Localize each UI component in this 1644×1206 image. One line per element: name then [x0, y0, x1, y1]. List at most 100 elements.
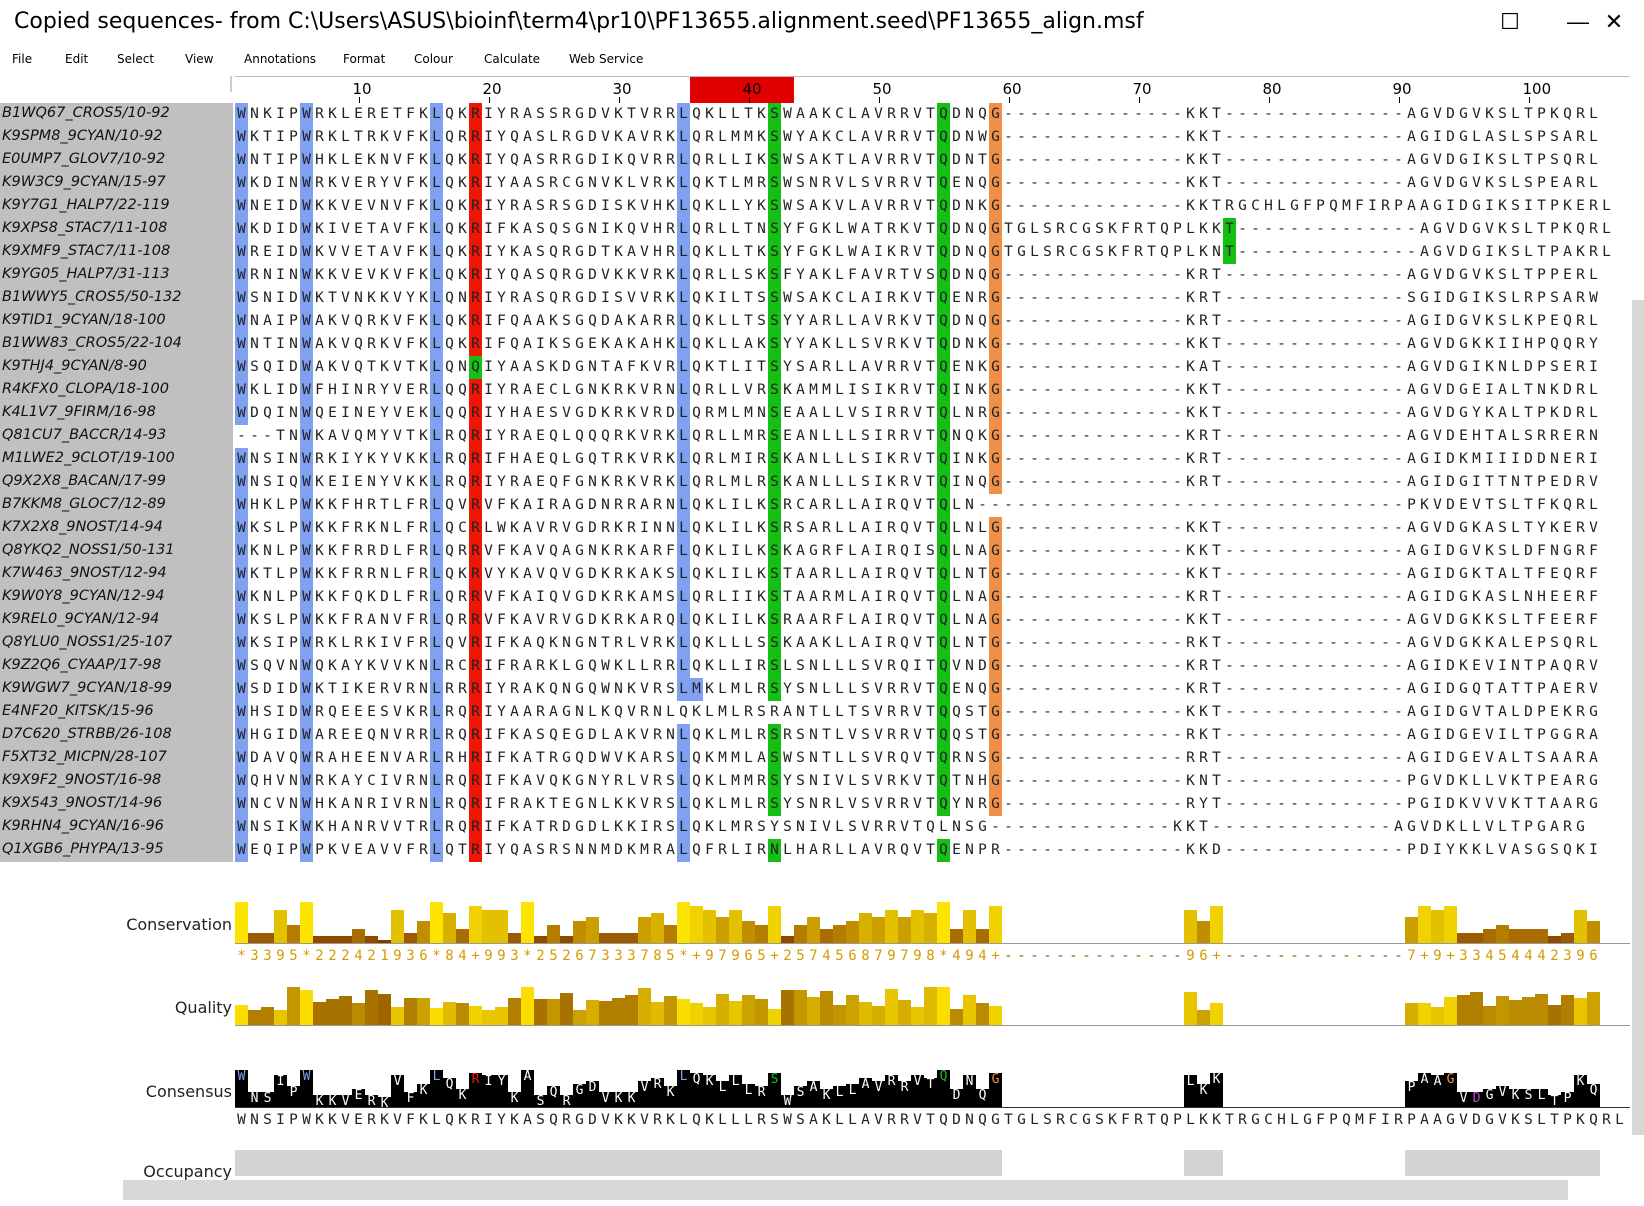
residue[interactable]: R	[1576, 290, 1585, 306]
residue[interactable]: -	[1394, 451, 1403, 467]
residue[interactable]: Q	[445, 267, 454, 283]
residue[interactable]: Y	[380, 405, 389, 421]
residue[interactable]: -	[1329, 336, 1338, 352]
residue[interactable]: L	[822, 704, 831, 720]
residue[interactable]: -	[1043, 819, 1052, 835]
residue[interactable]: V	[874, 681, 883, 697]
residue[interactable]: S	[757, 704, 766, 720]
residue[interactable]: A	[978, 543, 987, 559]
residue[interactable]: -	[1095, 612, 1104, 628]
residue[interactable]: -	[1056, 106, 1065, 122]
residue[interactable]: Q	[588, 658, 597, 674]
residue[interactable]: D	[263, 175, 272, 191]
residue[interactable]: V	[393, 727, 402, 743]
residue[interactable]: R	[510, 428, 519, 444]
residue[interactable]: A	[640, 589, 649, 605]
residue[interactable]: W	[235, 494, 248, 517]
residue[interactable]: V	[640, 221, 649, 237]
residue[interactable]: A	[510, 175, 519, 191]
residue[interactable]: R	[469, 563, 482, 586]
residue[interactable]: V	[276, 658, 285, 674]
residue[interactable]: W	[300, 149, 313, 172]
residue[interactable]: D	[952, 152, 961, 168]
residue[interactable]: K	[1472, 589, 1481, 605]
residue[interactable]: G	[575, 681, 584, 697]
residue[interactable]: L	[1602, 221, 1611, 237]
residue[interactable]: K	[614, 819, 623, 835]
residue[interactable]: W	[235, 632, 248, 655]
residue[interactable]: -	[1329, 819, 1338, 835]
residue[interactable]: N	[666, 382, 675, 398]
residue[interactable]: -	[1290, 313, 1299, 329]
residue[interactable]: -	[1264, 152, 1273, 168]
residue[interactable]: P	[1537, 152, 1546, 168]
residue[interactable]: K	[822, 106, 831, 122]
residue[interactable]: L	[677, 540, 690, 563]
residue[interactable]: I	[484, 727, 493, 743]
residue[interactable]: K	[315, 589, 324, 605]
residue[interactable]: -	[1147, 198, 1156, 214]
residue[interactable]: S	[1537, 750, 1546, 766]
residue[interactable]: K	[822, 267, 831, 283]
residue[interactable]: I	[913, 543, 922, 559]
residue[interactable]: R	[900, 405, 909, 421]
residue[interactable]: -	[1264, 474, 1273, 490]
residue[interactable]: V	[601, 129, 610, 145]
residue[interactable]: S	[768, 126, 781, 149]
residue[interactable]: A	[1407, 175, 1416, 191]
residue[interactable]: K	[1576, 244, 1585, 260]
residue[interactable]: T	[926, 336, 935, 352]
residue[interactable]: -	[1160, 796, 1169, 812]
residue[interactable]: P	[289, 612, 298, 628]
residue[interactable]: K	[640, 359, 649, 375]
residue[interactable]: A	[1407, 704, 1416, 720]
residue[interactable]: -	[1147, 635, 1156, 651]
residue[interactable]: -	[1160, 842, 1169, 858]
residue[interactable]: N	[380, 566, 389, 582]
residue[interactable]: R	[562, 244, 571, 260]
residue[interactable]: N	[419, 773, 428, 789]
residue[interactable]: G	[1459, 267, 1468, 283]
residue[interactable]: K	[614, 152, 623, 168]
residue[interactable]: -	[1329, 129, 1338, 145]
residue[interactable]: -	[1368, 267, 1377, 283]
residue[interactable]: -	[1251, 175, 1260, 191]
residue[interactable]: -	[1238, 152, 1247, 168]
residue[interactable]: K	[601, 612, 610, 628]
residue[interactable]: A	[861, 635, 870, 651]
residue[interactable]: V	[1433, 152, 1442, 168]
residue[interactable]: G	[575, 152, 584, 168]
residue[interactable]: N	[289, 336, 298, 352]
residue[interactable]: -	[1056, 819, 1065, 835]
residue[interactable]: S	[861, 382, 870, 398]
residue[interactable]: -	[1004, 198, 1013, 214]
residue[interactable]: -	[1316, 681, 1325, 697]
residue[interactable]: L	[1511, 405, 1520, 421]
residue[interactable]: -	[1082, 290, 1091, 306]
residue[interactable]: K	[1550, 382, 1559, 398]
residue[interactable]: K	[601, 382, 610, 398]
residue[interactable]: V	[913, 267, 922, 283]
residue[interactable]: V	[640, 244, 649, 260]
residue[interactable]: -	[1173, 336, 1182, 352]
residue[interactable]: -	[1108, 819, 1117, 835]
residue[interactable]: S	[250, 359, 259, 375]
residue[interactable]: Y	[1537, 520, 1546, 536]
residue[interactable]: H	[315, 796, 324, 812]
residue[interactable]: -	[1095, 336, 1104, 352]
residue[interactable]: L	[677, 655, 690, 678]
residue[interactable]: A	[367, 842, 376, 858]
residue[interactable]: R	[469, 379, 482, 402]
residue[interactable]: K	[510, 221, 519, 237]
residue[interactable]: -	[1277, 359, 1286, 375]
residue[interactable]: K	[250, 520, 259, 536]
residue[interactable]: S	[1043, 244, 1052, 260]
residue[interactable]: K	[900, 773, 909, 789]
residue[interactable]: L	[677, 149, 690, 172]
residue[interactable]: -	[1381, 612, 1390, 628]
residue[interactable]: S	[757, 313, 766, 329]
residue[interactable]: L	[848, 566, 857, 582]
residue[interactable]: -	[1082, 819, 1091, 835]
residue[interactable]: P	[1537, 267, 1546, 283]
